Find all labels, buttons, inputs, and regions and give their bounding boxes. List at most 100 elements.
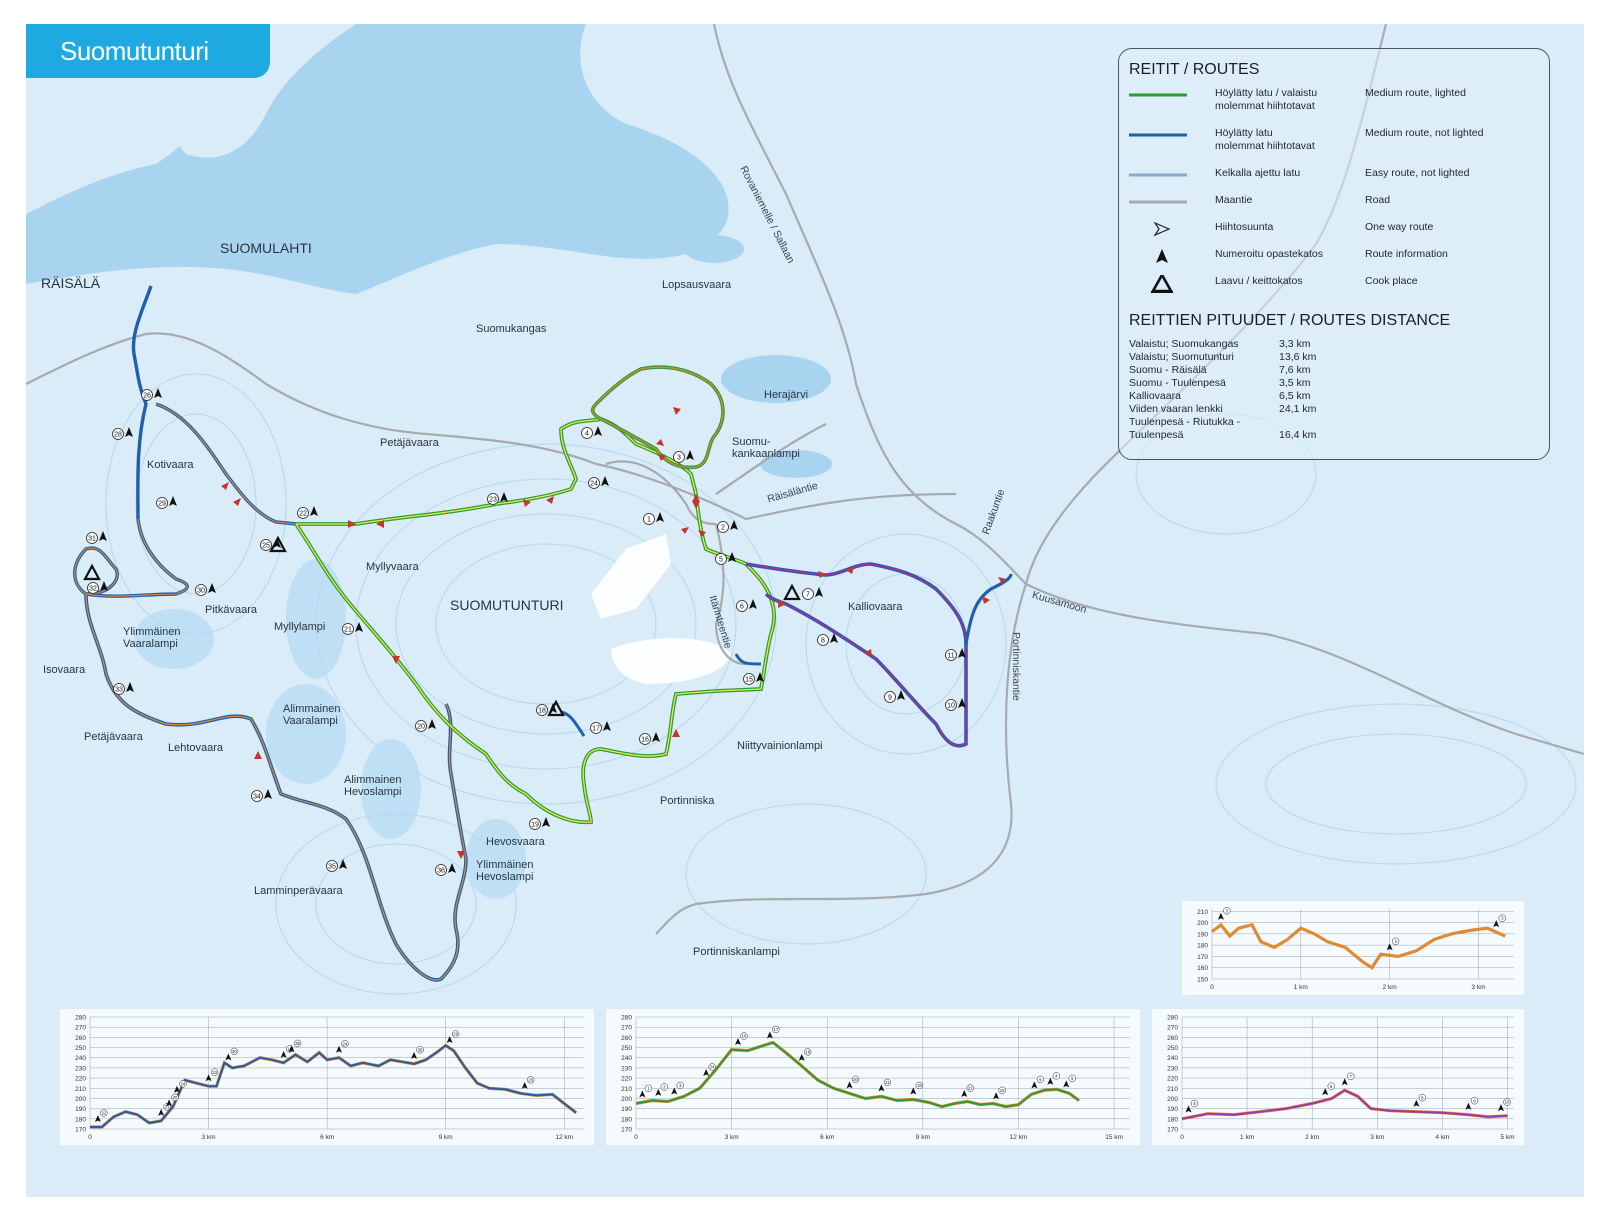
- info-shelter-icon: [166, 1099, 173, 1107]
- place-hevoslampi-1: Hevoslampi: [344, 786, 402, 798]
- waypoint-number: 4: [585, 431, 589, 438]
- info-shelter-icon: [500, 492, 508, 502]
- profile-waypoint: [660, 1083, 668, 1091]
- waypoint-marker-32: 32: [87, 581, 108, 594]
- place-lehtovaara: Lehtovaara: [168, 742, 224, 754]
- waypoint-number: 1: [647, 517, 651, 524]
- profile-waypoint-label: 9: [1473, 1098, 1476, 1103]
- info-shelter-icon: [99, 531, 107, 541]
- waypoint-marker-3: 3: [673, 450, 694, 463]
- profile-waypoint: [416, 1046, 424, 1054]
- legend-row-blue: Höylätty latu molemmat hiihtotavat Mediu…: [1119, 127, 1549, 157]
- profile-waypoint-label: 5: [1193, 1101, 1196, 1106]
- profile-waypoint: [772, 1025, 780, 1034]
- place-herajarvi: Herajärvi: [764, 389, 809, 401]
- y-tick-label: 240: [1167, 1055, 1178, 1062]
- profile-waypoint-label: 1: [647, 1086, 650, 1091]
- y-tick-label: 150: [1197, 977, 1208, 984]
- waypoint-marker-5: 5: [715, 552, 736, 565]
- profile-waypoint-label: 24: [710, 1065, 715, 1070]
- profile-waypoint: [1068, 1074, 1076, 1082]
- legend-title: REITIT / ROUTES: [1129, 61, 1260, 78]
- y-tick-label: 240: [621, 1055, 632, 1062]
- elevation-chart-4: 150 160 170 180 190 200 210 0 1 km 2 km 3 km 3 4 3: [1197, 907, 1514, 991]
- road-portinniskantie: Portinniskantie: [1010, 632, 1022, 701]
- profile-waypoint: [171, 1093, 179, 1102]
- y-tick-label: 200: [75, 1096, 86, 1103]
- info-shelter-icon: [958, 648, 966, 658]
- waypoint-number: 25: [262, 543, 270, 550]
- x-tick-label: 3 km: [202, 1134, 216, 1141]
- place-lamminperavaara: Lamminperävaara: [254, 885, 343, 897]
- ski-slopes: [591, 534, 731, 684]
- waypoint-marker-11: 11: [945, 648, 966, 661]
- waypoint-marker-15: 15: [743, 672, 764, 685]
- y-tick-label: 210: [1167, 1086, 1178, 1093]
- info-shelter-icon: [411, 1051, 418, 1059]
- info-shelter-icon: [910, 1087, 917, 1095]
- x-tick-label: 4 km: [1435, 1134, 1449, 1141]
- info-shelter-icon: [288, 1045, 295, 1053]
- legend-en: Road: [1365, 194, 1391, 206]
- legend-row-road: Maantie Road: [1119, 194, 1549, 224]
- waypoint-marker-26: 26: [141, 388, 162, 401]
- info-shelter-icon: [126, 682, 134, 692]
- info-shelter-icon: [730, 520, 738, 530]
- profile-waypoint-label: 24: [181, 1081, 186, 1086]
- waypoint-marker-6: 6: [736, 599, 757, 612]
- y-tick-label: 280: [621, 1015, 632, 1022]
- waypoint-number: 2: [721, 525, 725, 532]
- waypoint-number: 3: [677, 455, 681, 462]
- elevation-series-line: [635, 1041, 1080, 1108]
- waypoint-number: 5: [719, 557, 723, 564]
- info-shelter-icon: [158, 1108, 165, 1116]
- y-tick-label: 220: [75, 1076, 86, 1083]
- legend-en: Medium route, not lighted: [1365, 127, 1484, 139]
- y-tick-label: 200: [1197, 920, 1208, 927]
- info-shelter-icon: [603, 721, 611, 731]
- distance-row: Valaistu; Suomukangas 3,3 km: [1129, 338, 1549, 351]
- y-tick-label: 260: [1167, 1035, 1178, 1042]
- route-kalliovaara-inner: [745, 563, 967, 747]
- x-tick-label: 0: [1210, 984, 1214, 991]
- info-shelter-icon: [169, 496, 177, 506]
- elevation-profile-4: 150 160 170 180 190 200 210 0 1 km 2 km 3 km 3 4 3: [1182, 901, 1524, 995]
- info-shelter-icon: [125, 427, 133, 437]
- info-shelter-icon: [639, 1090, 646, 1098]
- waypoint-number: 15: [745, 677, 753, 684]
- profile-waypoint-label: 35: [295, 1041, 300, 1046]
- blue-line-symbol: [1129, 133, 1187, 137]
- profile-waypoint-label: 21: [885, 1080, 890, 1085]
- distance-name: Kalliovaara: [1129, 390, 1181, 402]
- place-myllyvaara: Myllyvaara: [366, 561, 419, 573]
- info-shelter-icon: [448, 863, 456, 873]
- place-suomukangas: Suomukangas: [476, 323, 547, 335]
- elevation-series-line: [1211, 923, 1506, 970]
- legend-fi: Höylätty latu molemmat hiihtotavat: [1215, 127, 1315, 152]
- profile-waypoint: [179, 1080, 187, 1088]
- waypoint-marker-23: 23: [487, 492, 508, 505]
- legend-en: Cook place: [1365, 275, 1418, 287]
- profile-waypoint-label: 20: [232, 1049, 237, 1054]
- place-ylimmainen-2: Ylimmäinen: [476, 859, 534, 871]
- profile-waypoint: [915, 1081, 923, 1090]
- grey-line-symbol: [1129, 200, 1187, 204]
- waypoint-number: 30: [197, 588, 205, 595]
- profile-waypoint: [804, 1048, 812, 1056]
- y-tick-label: 250: [1167, 1045, 1178, 1052]
- waypoint-marker-17: 17: [590, 721, 611, 734]
- x-tick-label: 0: [88, 1134, 92, 1141]
- distance-row: Suomu - Tuulenpesä 3,5 km: [1129, 377, 1549, 390]
- profile-waypoint: [644, 1084, 653, 1092]
- distance-name: Tuulenpesä: [1129, 429, 1184, 441]
- profile-waypoint-label: 19: [917, 1083, 922, 1088]
- profile-waypoint-label: 24: [343, 1041, 348, 1046]
- distance-row: Suomu - Räisälä 7,6 km: [1129, 364, 1549, 377]
- profile-waypoint-label: 4: [1055, 1073, 1058, 1078]
- profile-waypoint: [1190, 1099, 1199, 1108]
- cook-place-icon: [83, 563, 101, 581]
- profile-waypoint-label: 2: [663, 1084, 666, 1089]
- cook-place-icon: [547, 699, 565, 717]
- profile-waypoint-label: 6: [1039, 1077, 1042, 1082]
- info-shelter-icon: [734, 1037, 741, 1045]
